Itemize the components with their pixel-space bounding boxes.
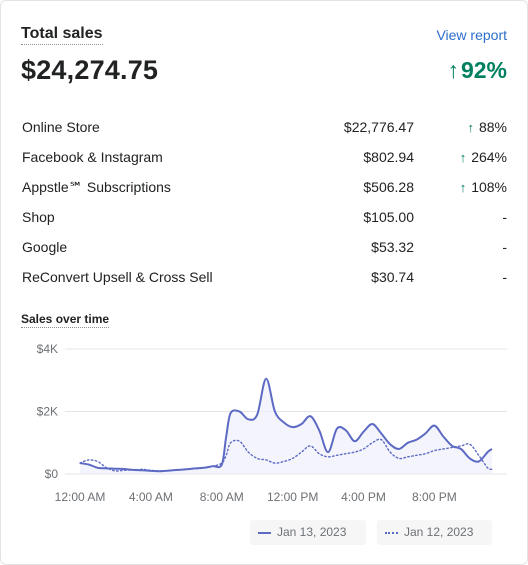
channel-name: Google xyxy=(22,239,68,255)
channel-change: - xyxy=(502,269,507,285)
channel-change: ↑ 108% xyxy=(459,179,507,195)
total-change-percent: 92% xyxy=(460,57,507,83)
breakdown-row: Appstle℠ Subscriptions $506.28 ↑ 108% xyxy=(21,172,507,202)
channel-amount: $802.94 xyxy=(363,149,414,165)
breakdown-row: Online Store $22,776.47 ↑ 88% xyxy=(21,112,507,142)
channel-amount: $105.00 xyxy=(363,209,414,225)
arrow-up-icon: ↑ xyxy=(467,120,474,135)
total-sales-value: $24,274.75 xyxy=(21,55,159,85)
y-tick-label: $4K xyxy=(37,342,58,356)
channel-amount: $22,776.47 xyxy=(343,119,414,135)
legend-label: Jan 13, 2023 xyxy=(277,525,347,539)
card-title[interactable]: Total sales xyxy=(21,25,103,45)
dotted-line-swatch xyxy=(385,532,398,534)
arrow-up-icon: ↑ xyxy=(459,180,467,195)
legend-item-current[interactable]: Jan 13, 2023 xyxy=(250,520,366,545)
x-tick-label: 4:00 AM xyxy=(129,490,173,504)
series-area-jan-13 xyxy=(80,378,492,474)
x-tick-label: 12:00 AM xyxy=(55,490,106,504)
series-line-jan-13 xyxy=(79,377,493,473)
y-tick-label: $2K xyxy=(37,405,58,419)
channel-name: ReConvert Upsell & Cross Sell xyxy=(22,269,213,285)
legend-item-previous[interactable]: Jan 12, 2023 xyxy=(377,520,492,545)
sales-over-time-chart[interactable]: $0 $2K $4K 12:00 AM 4:00 AM 8:00 AM 12:00 PM 4:… xyxy=(1,331,528,511)
channel-amount: $506.28 xyxy=(363,179,414,195)
total-sales-change: ↑92% xyxy=(447,57,507,84)
arrow-up-icon: ↑ xyxy=(459,150,467,165)
solid-line-swatch xyxy=(258,532,271,534)
x-tick-label: 4:00 PM xyxy=(341,490,386,504)
legend-label: Jan 12, 2023 xyxy=(404,525,474,539)
channel-change: ↑ 264% xyxy=(459,149,507,165)
channel-name: Shop xyxy=(22,209,55,225)
arrow-up-icon: ↑ xyxy=(447,57,459,83)
breakdown-row: Facebook & Instagram $802.94 ↑ 264% xyxy=(21,142,507,172)
channel-change: - xyxy=(502,239,507,255)
channel-name: Facebook & Instagram xyxy=(22,149,163,165)
channel-amount: $53.32 xyxy=(371,239,414,255)
breakdown-row: Shop $105.00 - xyxy=(21,202,507,232)
channel-change: ↑ 88% xyxy=(467,119,507,135)
x-tick-label: 12:00 PM xyxy=(267,490,318,504)
sales-breakdown-list: Online Store $22,776.47 ↑ 88% Facebook & … xyxy=(21,112,507,292)
breakdown-row: ReConvert Upsell & Cross Sell $30.74 - xyxy=(21,262,507,292)
breakdown-row: Google $53.32 - xyxy=(21,232,507,262)
y-tick-label: $0 xyxy=(45,467,59,481)
channel-name: Appstle℠ Subscriptions xyxy=(22,179,171,195)
series-line-jan-12 xyxy=(79,438,493,472)
channel-name: Online Store xyxy=(22,119,100,135)
view-report-link[interactable]: View report xyxy=(436,27,507,43)
x-tick-label: 8:00 PM xyxy=(412,490,457,504)
chart-title[interactable]: Sales over time xyxy=(21,312,110,328)
x-tick-label: 8:00 AM xyxy=(200,490,244,504)
channel-amount: $30.74 xyxy=(371,269,414,285)
channel-change: - xyxy=(502,209,507,225)
